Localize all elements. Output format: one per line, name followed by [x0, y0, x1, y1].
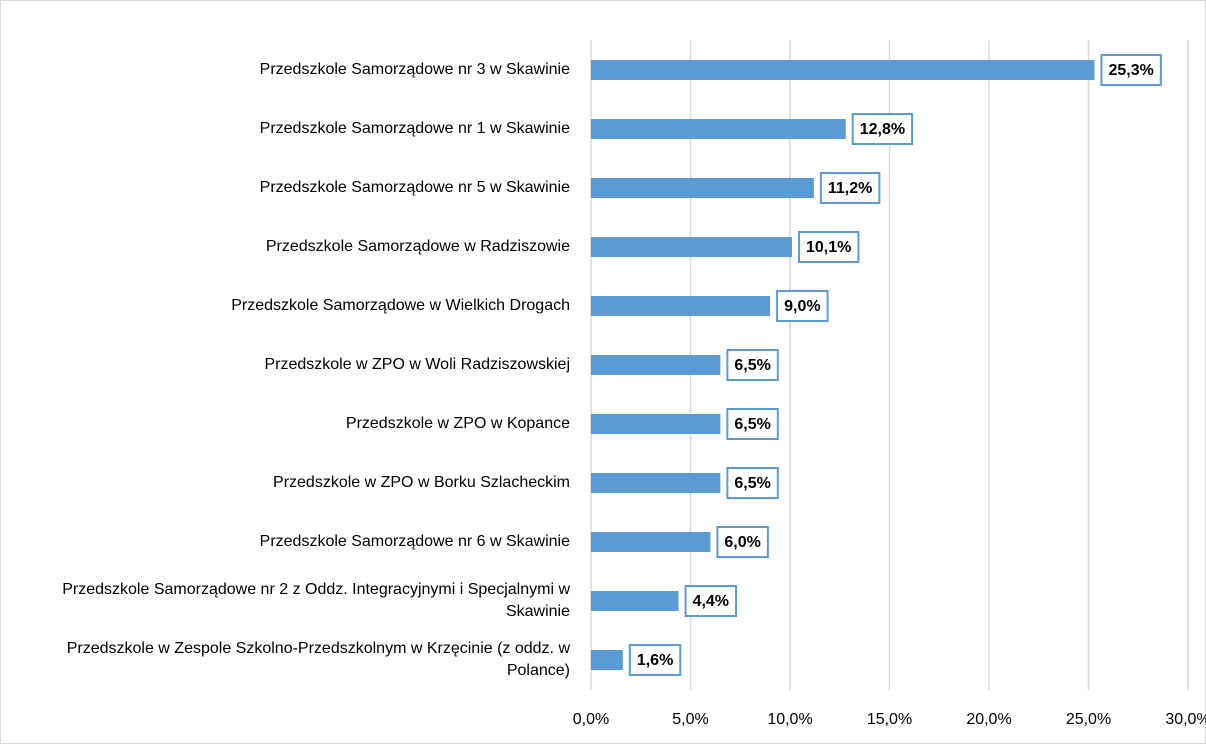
- bar: [591, 60, 1095, 80]
- x-tick-label: 0,0%: [573, 711, 609, 728]
- data-label-box: [776, 290, 829, 322]
- x-tick-label: 5,0%: [672, 711, 708, 728]
- category-label: Przedszkole w ZPO w Woli Radziszowskiej: [264, 356, 570, 373]
- data-label-box: [726, 408, 779, 440]
- x-tick-label: 20,0%: [966, 711, 1011, 728]
- data-label: 11,2%: [828, 180, 872, 197]
- bar: [591, 414, 721, 434]
- bar: [591, 237, 792, 257]
- data-label: 9,0%: [784, 298, 820, 315]
- data-label: 10,1%: [806, 239, 851, 256]
- category-label: Przedszkole Samorządowe nr 5 w Skawinie: [259, 179, 570, 196]
- category-label: Przedszkole Samorządowe nr 6 w Skawinie: [259, 533, 570, 550]
- data-label: 12,8%: [860, 121, 905, 138]
- data-label-box: [1100, 54, 1162, 86]
- bar: [591, 178, 814, 198]
- data-label-box: [819, 172, 881, 204]
- category-label: Przedszkole Samorządowe w Radziszowie: [265, 238, 570, 255]
- category-label: Przedszkole w ZPO w Borku Szlacheckim: [273, 474, 570, 491]
- bar: [591, 591, 679, 611]
- bar: [591, 119, 846, 139]
- data-label: 1,6%: [637, 652, 673, 669]
- data-label-box: [726, 467, 779, 499]
- x-tick-label: 25,0%: [1066, 711, 1111, 728]
- data-label-box: [726, 349, 779, 381]
- data-label: 6,5%: [734, 357, 770, 374]
- data-label-box: [628, 644, 682, 676]
- bar: [591, 296, 771, 316]
- x-tick-label: 10,0%: [767, 711, 812, 728]
- data-label: 6,5%: [734, 475, 770, 492]
- data-label: 4,4%: [693, 593, 729, 610]
- category-label: Przedszkole Samorządowe w Wielkich Droga…: [231, 297, 570, 314]
- category-label: Przedszkole Samorządowe nr 3 w Skawinie: [259, 61, 570, 78]
- category-label: Przedszkole w Zespole Szkolno-Przedszkol…: [66, 640, 570, 679]
- data-label: 25,3%: [1108, 62, 1153, 79]
- bar: [591, 355, 721, 375]
- bar: [591, 650, 623, 670]
- data-label: 6,5%: [734, 416, 770, 433]
- category-label: Przedszkole Samorządowe nr 2 z Oddz. Int…: [62, 581, 570, 620]
- bar: [591, 532, 711, 552]
- data-label-box: [851, 113, 914, 145]
- x-tick-label: 30,0%: [1165, 711, 1206, 728]
- category-label: Przedszkole w ZPO w Kopance: [345, 415, 570, 432]
- data-label: 6,0%: [724, 534, 760, 551]
- data-label-box: [684, 585, 738, 617]
- bar: [591, 473, 721, 493]
- category-label: Przedszkole Samorządowe nr 1 w Skawinie: [259, 120, 570, 137]
- data-label-box: [797, 231, 860, 263]
- data-label-box: [716, 526, 769, 558]
- x-tick-label: 15,0%: [867, 711, 912, 728]
